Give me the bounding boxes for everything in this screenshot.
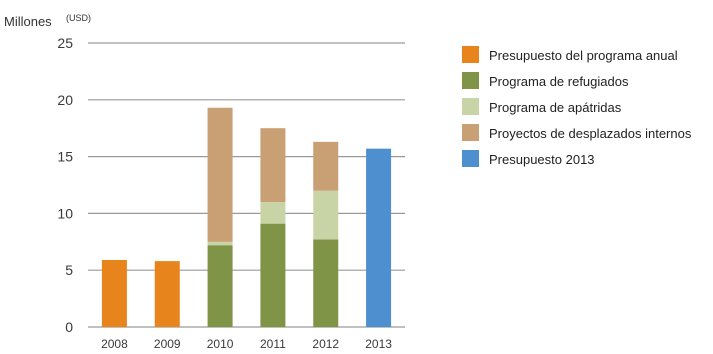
- bar-segment-2012-series-1: [313, 239, 339, 327]
- legend-swatch: [462, 98, 479, 115]
- legend-label: Presupuesto del programa anual: [489, 48, 678, 63]
- bars: [101, 107, 392, 327]
- y-tick-label: 0: [65, 319, 73, 335]
- legend-label: Programa de apátridas: [489, 100, 622, 115]
- x-tick-label: 2011: [260, 337, 286, 351]
- x-tick-label: 2009: [154, 337, 181, 351]
- bar-segment-2010-series-2: [207, 241, 233, 246]
- legend-label: Presupuesto 2013: [489, 152, 595, 167]
- y-axis-title: Millones: [4, 14, 52, 29]
- legend-swatch: [462, 72, 479, 89]
- legend-label: Proyectos de desplazados internos: [489, 126, 692, 141]
- x-tick-label: 2010: [207, 337, 234, 351]
- x-tick-label: 2013: [365, 337, 392, 351]
- y-tick-label: 5: [65, 262, 73, 278]
- bar-segment-2011-series-1: [260, 223, 286, 327]
- bar-segment-2008-series-0: [101, 259, 127, 327]
- x-tick-label: 2012: [312, 337, 339, 351]
- y-tick-label: 20: [57, 92, 73, 108]
- legend: Presupuesto del programa anual Programa d…: [462, 46, 692, 167]
- y-tick-label: 10: [57, 205, 73, 221]
- legend-swatch: [462, 150, 479, 167]
- bar-segment-2011-series-2: [260, 202, 286, 224]
- bar-segment-2013-series-4: [366, 148, 392, 327]
- legend-swatch: [462, 124, 479, 141]
- legend-swatch: [462, 46, 479, 63]
- bar-segment-2010-series-3: [207, 107, 233, 242]
- bar-segment-2012-series-3: [313, 141, 339, 191]
- y-tick-labels: 0 5 10 15 20 25: [57, 35, 73, 335]
- y-axis-unit: (USD): [66, 13, 91, 23]
- x-tick-label: 2008: [101, 337, 128, 351]
- bar-segment-2012-series-2: [313, 190, 339, 240]
- bar-segment-2011-series-3: [260, 128, 286, 203]
- y-tick-label: 25: [57, 35, 73, 51]
- bar-segment-2010-series-1: [207, 245, 233, 327]
- y-tick-label: 15: [57, 149, 73, 165]
- gridlines: [88, 42, 405, 328]
- legend-label: Programa de refugiados: [489, 74, 629, 89]
- x-tick-labels: 2008 2009 2010 2011 2012 2013: [101, 337, 392, 351]
- bar-segment-2009-series-0: [154, 261, 180, 327]
